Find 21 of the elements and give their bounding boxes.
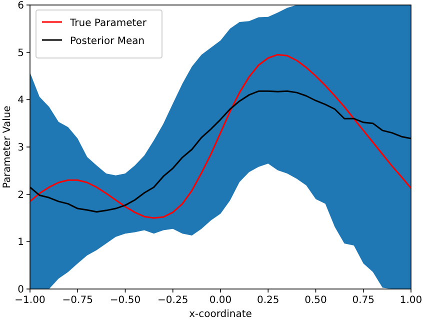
legend-label: True Parameter — [69, 18, 148, 29]
line-series — [30, 54, 411, 219]
x-tick-label: 0.00 — [209, 295, 232, 306]
y-tick-label: 3 — [18, 142, 24, 154]
x-tick-label: 0.25 — [256, 295, 280, 306]
y-tick-label: 2 — [18, 190, 24, 201]
x-axis-title: x-coordinate — [189, 309, 252, 320]
x-tick-label: −0.50 — [110, 295, 141, 306]
y-axis-title: Parameter Value — [2, 106, 13, 188]
y-tick-label: 6 — [18, 0, 24, 12]
x-tick-label: 0.50 — [304, 295, 327, 306]
legend-label: Posterior Mean — [70, 36, 145, 47]
y-tick-label: 1 — [18, 237, 24, 248]
x-tick-label: −1.00 — [14, 295, 46, 306]
x-tick-label: 1.00 — [400, 295, 422, 306]
x-tick-label: −0.25 — [158, 295, 188, 306]
y-tick-label: 0 — [18, 284, 24, 296]
y-tick-label: 5 — [18, 48, 24, 59]
x-tick-label: 0.75 — [352, 295, 375, 306]
x-tick-label: −0.75 — [62, 295, 93, 306]
y-tick-label: 4 — [18, 95, 24, 106]
